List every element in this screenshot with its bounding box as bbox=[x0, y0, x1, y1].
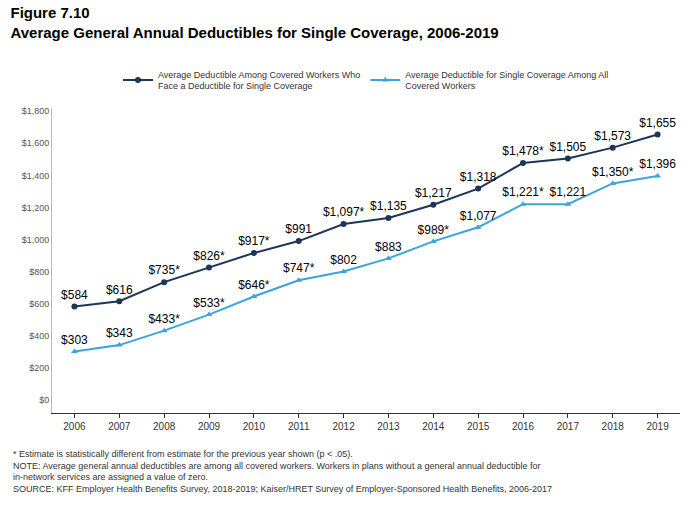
svg-text:$1,573: $1,573 bbox=[594, 129, 631, 143]
svg-text:2007: 2007 bbox=[108, 421, 131, 432]
svg-text:$1,800: $1,800 bbox=[22, 106, 50, 116]
svg-text:$1,217: $1,217 bbox=[415, 186, 452, 200]
svg-text:* Estimate is statistically di: * Estimate is statistically different fr… bbox=[13, 449, 552, 494]
svg-text:2008: 2008 bbox=[153, 421, 176, 432]
svg-text:Average Deductible Among Cover: Average Deductible Among Covered Workers… bbox=[158, 70, 360, 92]
svg-text:$1,505: $1,505 bbox=[550, 140, 587, 154]
svg-text:$917*: $917* bbox=[238, 234, 270, 248]
svg-text:2011: 2011 bbox=[288, 421, 310, 432]
svg-text:2009: 2009 bbox=[198, 421, 221, 432]
svg-text:2019: 2019 bbox=[646, 421, 669, 432]
svg-text:$1,135: $1,135 bbox=[370, 199, 407, 213]
svg-text:$400: $400 bbox=[29, 331, 49, 341]
svg-text:Average Deductible for Single: Average Deductible for Single Coverage A… bbox=[405, 70, 608, 92]
svg-text:Figure 7.10Average General Ann: Figure 7.10Average General Annual Deduct… bbox=[10, 4, 498, 41]
svg-text:$735*: $735* bbox=[148, 263, 180, 277]
svg-text:2010: 2010 bbox=[243, 421, 266, 432]
svg-text:2015: 2015 bbox=[467, 421, 490, 432]
svg-text:$616: $616 bbox=[106, 283, 133, 297]
svg-text:2018: 2018 bbox=[602, 421, 625, 432]
svg-text:$989*: $989* bbox=[418, 223, 450, 237]
svg-text:$1,396: $1,396 bbox=[639, 157, 676, 171]
svg-text:$1,600: $1,600 bbox=[22, 138, 50, 148]
svg-text:$1,097*: $1,097* bbox=[323, 205, 365, 219]
svg-text:$433*: $433* bbox=[148, 312, 180, 326]
svg-text:2006: 2006 bbox=[63, 421, 86, 432]
svg-text:$600: $600 bbox=[29, 299, 49, 309]
svg-text:$1,350*: $1,350* bbox=[592, 165, 634, 179]
svg-text:$1,318: $1,318 bbox=[460, 170, 497, 184]
svg-text:$303: $303 bbox=[61, 333, 88, 347]
svg-text:$802: $802 bbox=[330, 253, 357, 267]
svg-text:$1,077: $1,077 bbox=[460, 209, 497, 223]
svg-text:2013: 2013 bbox=[377, 421, 400, 432]
svg-text:$200: $200 bbox=[29, 363, 49, 373]
svg-text:$1,221: $1,221 bbox=[550, 185, 587, 199]
svg-text:2016: 2016 bbox=[512, 421, 535, 432]
svg-text:$883: $883 bbox=[375, 240, 402, 254]
svg-text:$0: $0 bbox=[39, 395, 49, 405]
svg-text:$1,655: $1,655 bbox=[639, 116, 676, 130]
svg-text:$826*: $826* bbox=[193, 249, 225, 263]
svg-text:$1,200: $1,200 bbox=[22, 203, 50, 213]
svg-text:$584: $584 bbox=[61, 288, 88, 302]
svg-text:$1,400: $1,400 bbox=[22, 171, 50, 181]
svg-text:$1,221*: $1,221* bbox=[502, 185, 544, 199]
svg-text:$343: $343 bbox=[106, 326, 133, 340]
svg-text:2017: 2017 bbox=[557, 421, 580, 432]
svg-text:2014: 2014 bbox=[422, 421, 445, 432]
svg-text:$800: $800 bbox=[29, 267, 49, 277]
svg-text:2012: 2012 bbox=[332, 421, 355, 432]
svg-text:$991: $991 bbox=[285, 222, 312, 236]
svg-text:$1,000: $1,000 bbox=[22, 235, 50, 245]
svg-text:$1,478*: $1,478* bbox=[502, 144, 544, 158]
svg-text:$747*: $747* bbox=[283, 261, 315, 275]
svg-text:$646*: $646* bbox=[238, 278, 270, 292]
svg-text:$533*: $533* bbox=[193, 296, 225, 310]
